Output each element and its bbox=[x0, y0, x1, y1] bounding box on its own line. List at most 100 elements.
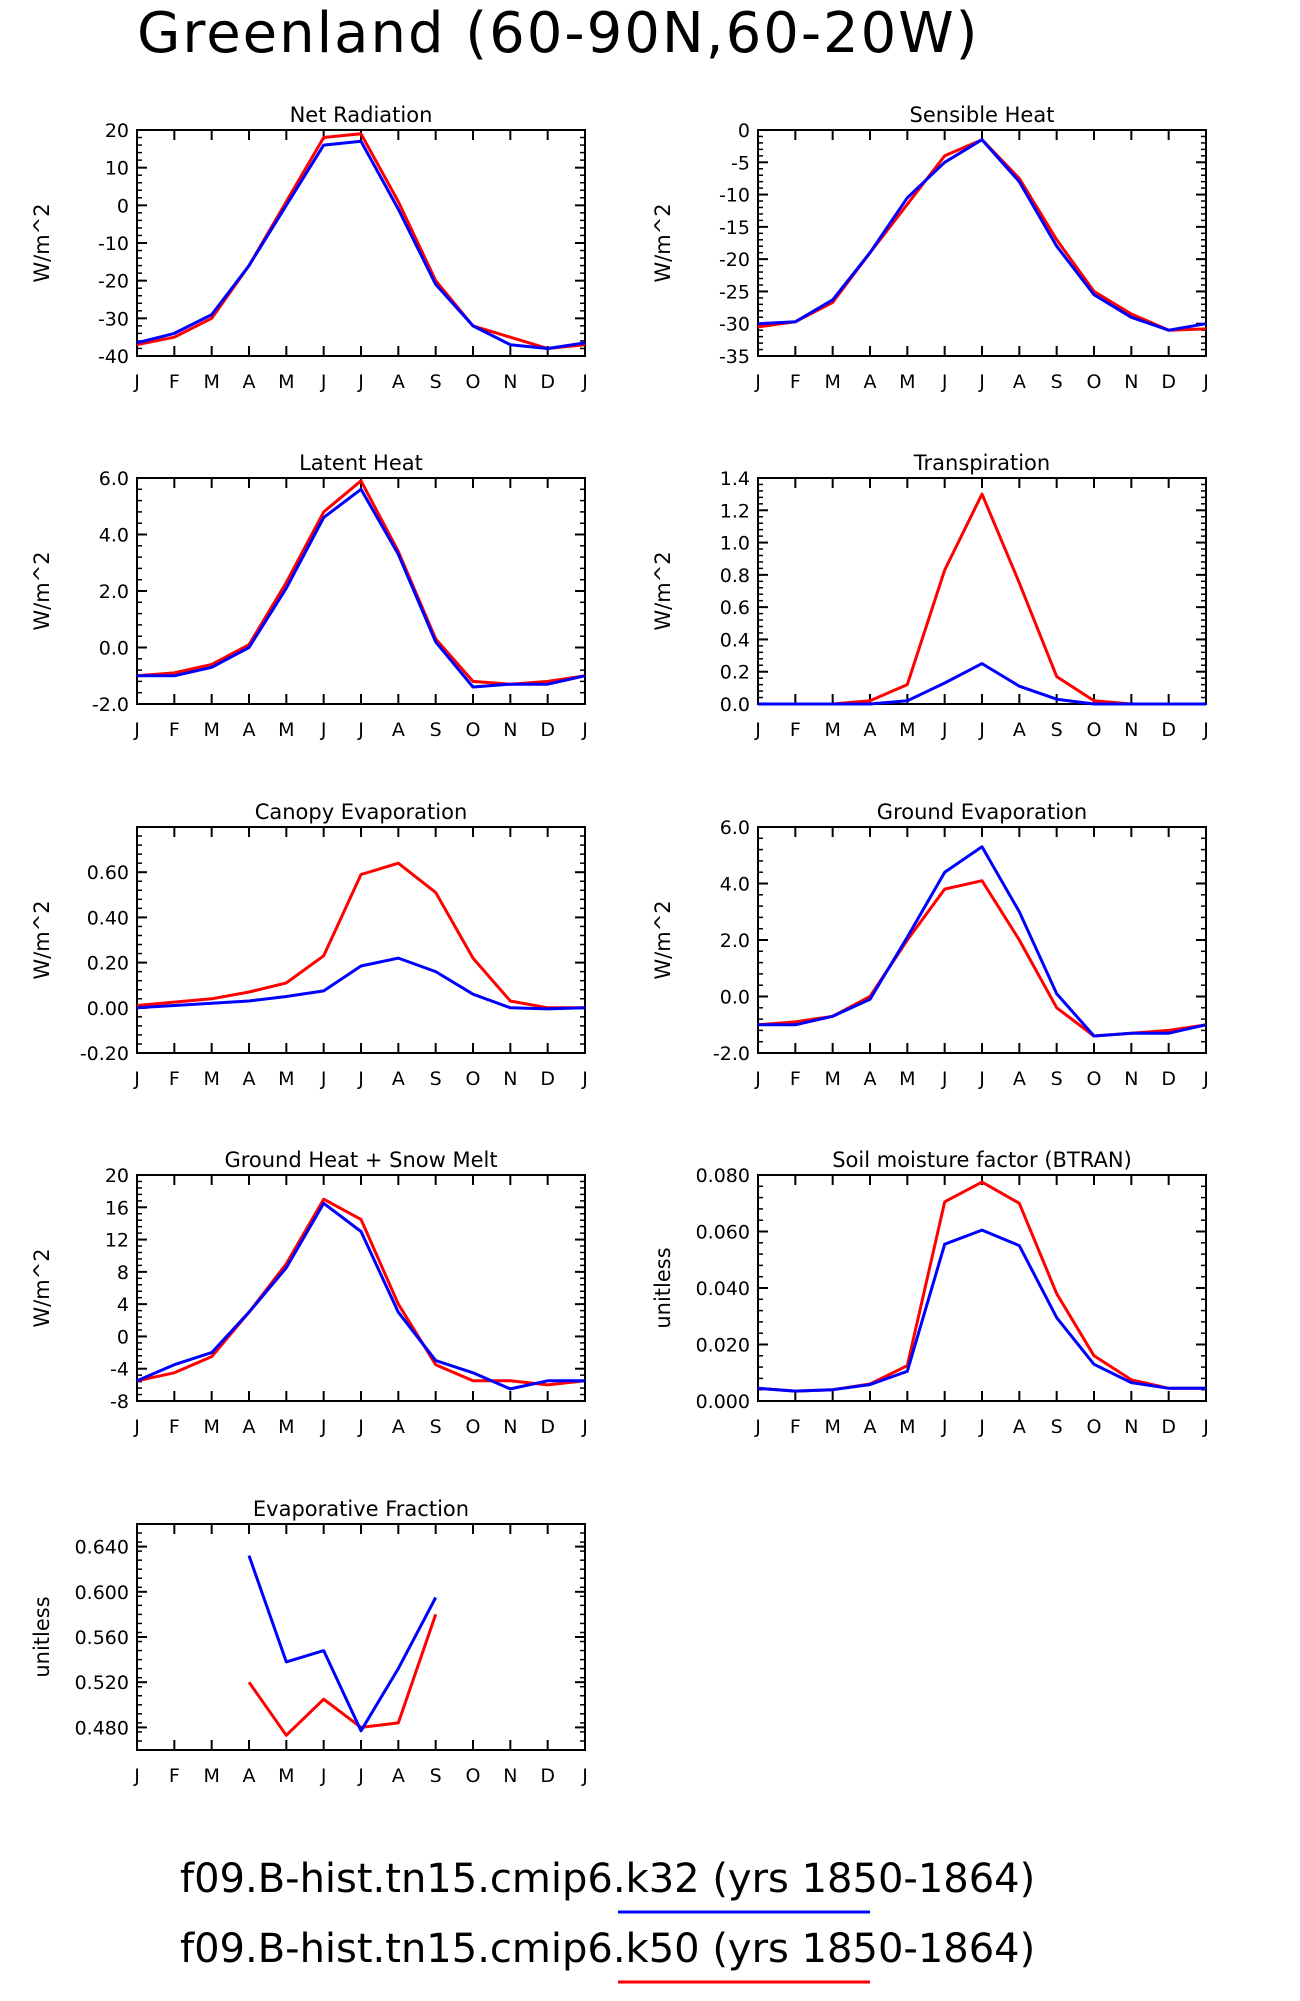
y-tick-label: -20 bbox=[98, 271, 129, 293]
x-tick-label: M bbox=[278, 371, 294, 393]
x-tick-label: J bbox=[320, 1416, 327, 1438]
chart-panel: Canopy Evaporation W/m^2 0.60 0.40 0.20 0.00 -… bbox=[30, 800, 588, 1090]
x-tick-label: S bbox=[430, 371, 442, 393]
x-tick-label: F bbox=[169, 1416, 180, 1438]
y-tick-label: 0.600 bbox=[75, 1582, 129, 1604]
x-tick-label: S bbox=[1051, 1068, 1063, 1090]
y-tick-label: 0.0 bbox=[720, 694, 750, 716]
y-tick-label: 6.0 bbox=[720, 817, 750, 839]
legend-label: f09.B-hist.tn15.cmip6.k50 (yrs 1850-1864… bbox=[180, 1926, 1035, 1972]
y-tick-label: 0.20 bbox=[87, 953, 129, 975]
x-tick-label: O bbox=[1087, 1416, 1102, 1438]
x-tick-label: O bbox=[1087, 1068, 1102, 1090]
x-tick-label: M bbox=[899, 1068, 915, 1090]
x-tick-label: S bbox=[1051, 371, 1063, 393]
series-line bbox=[757, 138, 1207, 332]
y-tick-label: -5 bbox=[731, 152, 750, 174]
y-tick-label: 2.0 bbox=[720, 930, 750, 952]
x-tick-label: A bbox=[1013, 371, 1026, 393]
x-tick-label: F bbox=[169, 1765, 180, 1787]
x-tick-label: J bbox=[978, 1416, 985, 1438]
x-tick-label: J bbox=[320, 371, 327, 393]
x-tick-label: A bbox=[243, 719, 256, 741]
x-tick-label: J bbox=[978, 371, 985, 393]
x-tick-label: F bbox=[790, 1416, 801, 1438]
y-tick-label: 4 bbox=[117, 1294, 129, 1316]
series-line bbox=[136, 139, 586, 350]
panel-title: Ground Evaporation bbox=[877, 800, 1087, 824]
y-tick-label: 0.020 bbox=[696, 1335, 750, 1357]
x-tick-label: J bbox=[1202, 1416, 1209, 1438]
x-tick-label: F bbox=[169, 371, 180, 393]
x-tick-label: S bbox=[430, 1068, 442, 1090]
y-tick-label: 20 bbox=[105, 120, 129, 142]
x-tick-label: F bbox=[169, 719, 180, 741]
panel-title: Net Radiation bbox=[290, 103, 433, 127]
x-tick-label: J bbox=[581, 371, 588, 393]
x-tick-label: M bbox=[899, 719, 915, 741]
series-line bbox=[247, 1555, 438, 1733]
y-axis-label: W/m^2 bbox=[30, 1248, 54, 1327]
chart-panel: Soil moisture factor (BTRAN) unitless 0.08… bbox=[651, 1148, 1209, 1438]
panel-title: Sensible Heat bbox=[910, 103, 1055, 127]
y-tick-label: -20 bbox=[719, 249, 750, 271]
x-tick-label: N bbox=[503, 1765, 517, 1787]
x-tick-label: M bbox=[203, 371, 219, 393]
y-tick-label: 2.0 bbox=[99, 581, 129, 603]
panel-title: Evaporative Fraction bbox=[253, 1497, 469, 1521]
series-line bbox=[136, 479, 586, 686]
y-tick-label: 0.040 bbox=[696, 1278, 750, 1300]
x-tick-label: F bbox=[169, 1068, 180, 1090]
x-tick-label: O bbox=[466, 1765, 481, 1787]
x-tick-label: J bbox=[754, 1416, 761, 1438]
y-tick-label: -8 bbox=[110, 1391, 129, 1413]
y-axis-label: W/m^2 bbox=[651, 900, 675, 979]
x-tick-label: J bbox=[357, 719, 364, 741]
y-tick-label: 6.0 bbox=[99, 468, 129, 490]
y-axis-label: W/m^2 bbox=[651, 203, 675, 282]
chart-panel: Ground EvaporationW/m^26.04.02.00.0-2.0J… bbox=[651, 800, 1209, 1090]
y-tick-label: 0.480 bbox=[75, 1717, 129, 1739]
series-line bbox=[247, 1613, 438, 1737]
x-tick-label: M bbox=[278, 1068, 294, 1090]
x-tick-label: J bbox=[320, 1765, 327, 1787]
x-tick-label: A bbox=[243, 371, 256, 393]
y-tick-label: 0.640 bbox=[75, 1537, 129, 1559]
x-tick-label: J bbox=[133, 371, 140, 393]
x-tick-label: M bbox=[824, 719, 840, 741]
plot-frame bbox=[757, 1174, 1207, 1402]
x-tick-label: J bbox=[357, 1416, 364, 1438]
x-tick-label: J bbox=[357, 1765, 364, 1787]
x-tick-label: M bbox=[824, 371, 840, 393]
x-tick-label: N bbox=[503, 719, 517, 741]
x-tick-label: S bbox=[1051, 719, 1063, 741]
y-tick-label: -30 bbox=[719, 314, 750, 336]
chart-panel: Evaporative Fraction unitless 0.640 0.600 0.… bbox=[30, 1497, 588, 1787]
figure-title: Greenland (60-90N,60-20W) bbox=[137, 1, 980, 66]
series-line bbox=[136, 861, 585, 1010]
x-tick-label: A bbox=[392, 1765, 405, 1787]
x-tick-label: A bbox=[392, 719, 405, 741]
x-tick-label: J bbox=[1202, 1068, 1209, 1090]
x-tick-label: J bbox=[1202, 371, 1209, 393]
panel-title: Transpiration bbox=[913, 451, 1050, 475]
x-tick-label: D bbox=[1161, 719, 1176, 741]
series-line bbox=[136, 1201, 585, 1391]
y-axis-label: unitless bbox=[30, 1596, 54, 1677]
x-tick-label: A bbox=[864, 371, 877, 393]
y-axis-label: unitless bbox=[651, 1247, 675, 1328]
x-tick-label: M bbox=[278, 1765, 294, 1787]
y-tick-label: 0.8 bbox=[720, 565, 750, 587]
x-tick-label: J bbox=[133, 1416, 140, 1438]
series-line bbox=[758, 662, 1206, 706]
x-tick-label: J bbox=[357, 371, 364, 393]
series-line bbox=[757, 1228, 1206, 1393]
y-tick-label: -35 bbox=[719, 346, 750, 368]
y-tick-label: 0.00 bbox=[87, 998, 129, 1020]
y-tick-label: -0.20 bbox=[80, 1043, 129, 1065]
x-tick-label: M bbox=[203, 1765, 219, 1787]
series-line bbox=[757, 1180, 1206, 1393]
series-line bbox=[136, 132, 586, 350]
